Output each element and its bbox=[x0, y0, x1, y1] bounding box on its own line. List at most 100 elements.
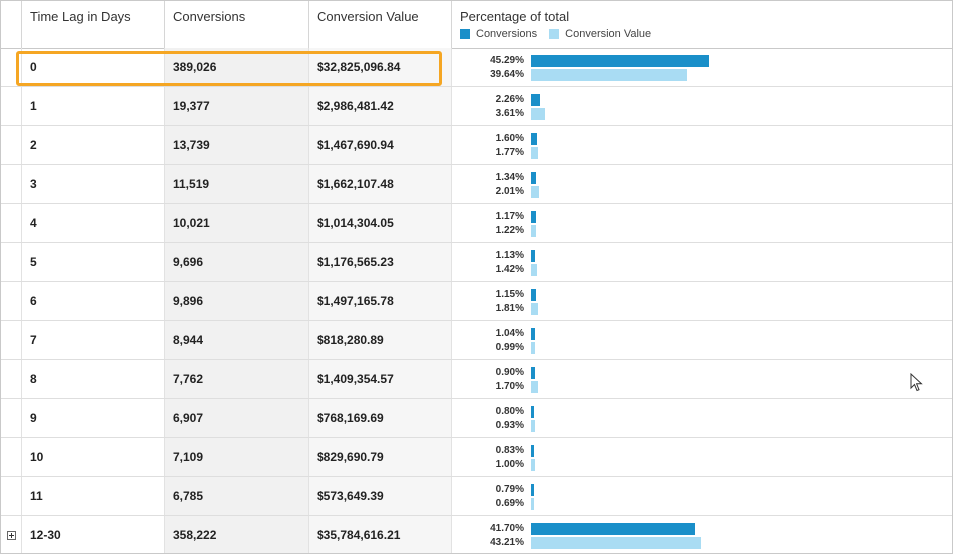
table-row[interactable]: 9 6,907 $768,169.69 0.80% 0.93% bbox=[1, 399, 952, 438]
table-row[interactable]: 1 19,377 $2,986,481.42 2.26% 3.61% bbox=[1, 87, 952, 126]
header-spacer bbox=[1, 1, 22, 48]
bar-conversions bbox=[531, 55, 709, 67]
legend: Conversions Conversion Value bbox=[460, 28, 952, 40]
row-expander bbox=[1, 360, 22, 398]
pct-value-label: 39.64% bbox=[490, 69, 524, 80]
pct-conversions-label: 41.70% bbox=[490, 523, 524, 534]
cell-percentage: 0.83% 1.00% bbox=[452, 438, 952, 476]
cell-conversion-value: $1,176,565.23 bbox=[309, 243, 452, 281]
cell-percentage: 1.04% 0.99% bbox=[452, 321, 952, 359]
table-row[interactable]: 7 8,944 $818,280.89 1.04% 0.99% bbox=[1, 321, 952, 360]
bar-conversion-value bbox=[531, 459, 535, 471]
row-expander bbox=[1, 48, 22, 86]
cell-conversion-value: $2,986,481.42 bbox=[309, 87, 452, 125]
header-time-lag[interactable]: Time Lag in Days bbox=[22, 1, 165, 48]
legend-label-conversions: Conversions bbox=[476, 28, 538, 40]
bar-conversion-value bbox=[531, 537, 701, 549]
cell-conversions: 9,896 bbox=[165, 282, 309, 320]
bar-conversion-value bbox=[531, 420, 535, 432]
cell-time-lag: 5 bbox=[22, 243, 165, 281]
header-percentage-title: Percentage of total bbox=[460, 9, 570, 24]
cell-time-lag: 9 bbox=[22, 399, 165, 437]
row-expander bbox=[1, 126, 22, 164]
pct-value-label: 1.81% bbox=[495, 303, 524, 314]
bar-conversions bbox=[531, 172, 537, 184]
bar-conversion-value bbox=[531, 381, 538, 393]
cell-time-lag: 0 bbox=[22, 48, 165, 86]
pct-conversions-label: 1.15% bbox=[495, 289, 524, 300]
bar-conversion-value bbox=[531, 147, 538, 159]
pct-conversions-label: 0.80% bbox=[495, 406, 524, 417]
table-row[interactable]: 0 389,026 $32,825,096.84 45.29% 39.64% bbox=[1, 48, 952, 87]
cell-conversions: 358,222 bbox=[165, 516, 309, 553]
cell-time-lag: 7 bbox=[22, 321, 165, 359]
row-expander bbox=[1, 399, 22, 437]
header-conversion-value[interactable]: Conversion Value bbox=[309, 1, 452, 48]
pct-value-label: 0.99% bbox=[495, 342, 524, 353]
mouse-pointer-icon bbox=[910, 373, 923, 392]
table-row[interactable]: 6 9,896 $1,497,165.78 1.15% 1.81% bbox=[1, 282, 952, 321]
table-row[interactable]: 11 6,785 $573,649.39 0.79% 0.69% bbox=[1, 477, 952, 516]
cell-time-lag: 12-30 bbox=[22, 516, 165, 553]
cell-percentage: 41.70% 43.21% bbox=[452, 516, 952, 553]
bar-conversions bbox=[531, 211, 536, 223]
table-row[interactable]: 4 10,021 $1,014,304.05 1.17% 1.22% bbox=[1, 204, 952, 243]
pct-conversions-label: 0.83% bbox=[495, 445, 524, 456]
cell-conversions: 11,519 bbox=[165, 165, 309, 203]
table-row[interactable]: 8 7,762 $1,409,354.57 0.90% 1.70% bbox=[1, 360, 952, 399]
cell-conversion-value: $1,467,690.94 bbox=[309, 126, 452, 164]
cell-time-lag: 1 bbox=[22, 87, 165, 125]
pct-value-label: 0.93% bbox=[495, 420, 524, 431]
pct-value-label: 43.21% bbox=[490, 537, 524, 548]
cell-time-lag: 11 bbox=[22, 477, 165, 515]
table-row[interactable]: 10 7,109 $829,690.79 0.83% 1.00% bbox=[1, 438, 952, 477]
header-conversions[interactable]: Conversions bbox=[165, 1, 309, 48]
cell-conversion-value: $1,662,107.48 bbox=[309, 165, 452, 203]
expand-plus-icon[interactable] bbox=[6, 530, 16, 540]
legend-swatch-value bbox=[549, 29, 560, 39]
cell-percentage: 1.34% 2.01% bbox=[452, 165, 952, 203]
bar-conversions bbox=[531, 328, 536, 340]
pct-conversions-label: 2.26% bbox=[495, 94, 524, 105]
bar-conversion-value bbox=[531, 108, 546, 120]
cell-percentage: 2.26% 3.61% bbox=[452, 87, 952, 125]
cell-conversion-value: $573,649.39 bbox=[309, 477, 452, 515]
bar-conversion-value bbox=[531, 303, 539, 315]
cell-conversion-value: $32,825,096.84 bbox=[309, 48, 452, 86]
cell-time-lag: 3 bbox=[22, 165, 165, 203]
row-expander bbox=[1, 204, 22, 242]
pct-conversions-label: 1.04% bbox=[495, 328, 524, 339]
bar-conversions bbox=[531, 406, 535, 418]
pct-value-label: 2.01% bbox=[495, 186, 524, 197]
cell-conversions: 19,377 bbox=[165, 87, 309, 125]
table-row[interactable]: 3 11,519 $1,662,107.48 1.34% 2.01% bbox=[1, 165, 952, 204]
pct-conversions-label: 1.60% bbox=[495, 133, 524, 144]
cell-conversions: 389,026 bbox=[165, 48, 309, 86]
cell-percentage: 0.80% 0.93% bbox=[452, 399, 952, 437]
table-row[interactable]: 2 13,739 $1,467,690.94 1.60% 1.77% bbox=[1, 126, 952, 165]
cell-percentage: 1.60% 1.77% bbox=[452, 126, 952, 164]
row-expander[interactable] bbox=[1, 516, 22, 553]
cell-conversions: 7,762 bbox=[165, 360, 309, 398]
bar-conversions bbox=[531, 367, 535, 379]
table-header: Time Lag in Days Conversions Conversion … bbox=[1, 1, 952, 49]
cell-time-lag: 10 bbox=[22, 438, 165, 476]
bar-conversions bbox=[531, 289, 536, 301]
bar-conversions bbox=[531, 523, 695, 535]
cell-conversions: 9,696 bbox=[165, 243, 309, 281]
bar-conversion-value bbox=[531, 69, 687, 81]
legend-label-value: Conversion Value bbox=[565, 28, 652, 40]
table-row[interactable]: 12-30 358,222 $35,784,616.21 41.70% 43.21% bbox=[1, 516, 952, 553]
header-percentage: Percentage of total Conversions Conversi… bbox=[452, 1, 952, 48]
cell-conversion-value: $818,280.89 bbox=[309, 321, 452, 359]
row-expander bbox=[1, 282, 22, 320]
legend-swatch-conversions bbox=[460, 29, 470, 39]
bar-conversions bbox=[531, 445, 535, 457]
cell-conversions: 8,944 bbox=[165, 321, 309, 359]
row-expander bbox=[1, 165, 22, 203]
cell-conversions: 7,109 bbox=[165, 438, 309, 476]
cell-conversion-value: $1,497,165.78 bbox=[309, 282, 452, 320]
table-row[interactable]: 5 9,696 $1,176,565.23 1.13% 1.42% bbox=[1, 243, 952, 282]
cell-time-lag: 4 bbox=[22, 204, 165, 242]
